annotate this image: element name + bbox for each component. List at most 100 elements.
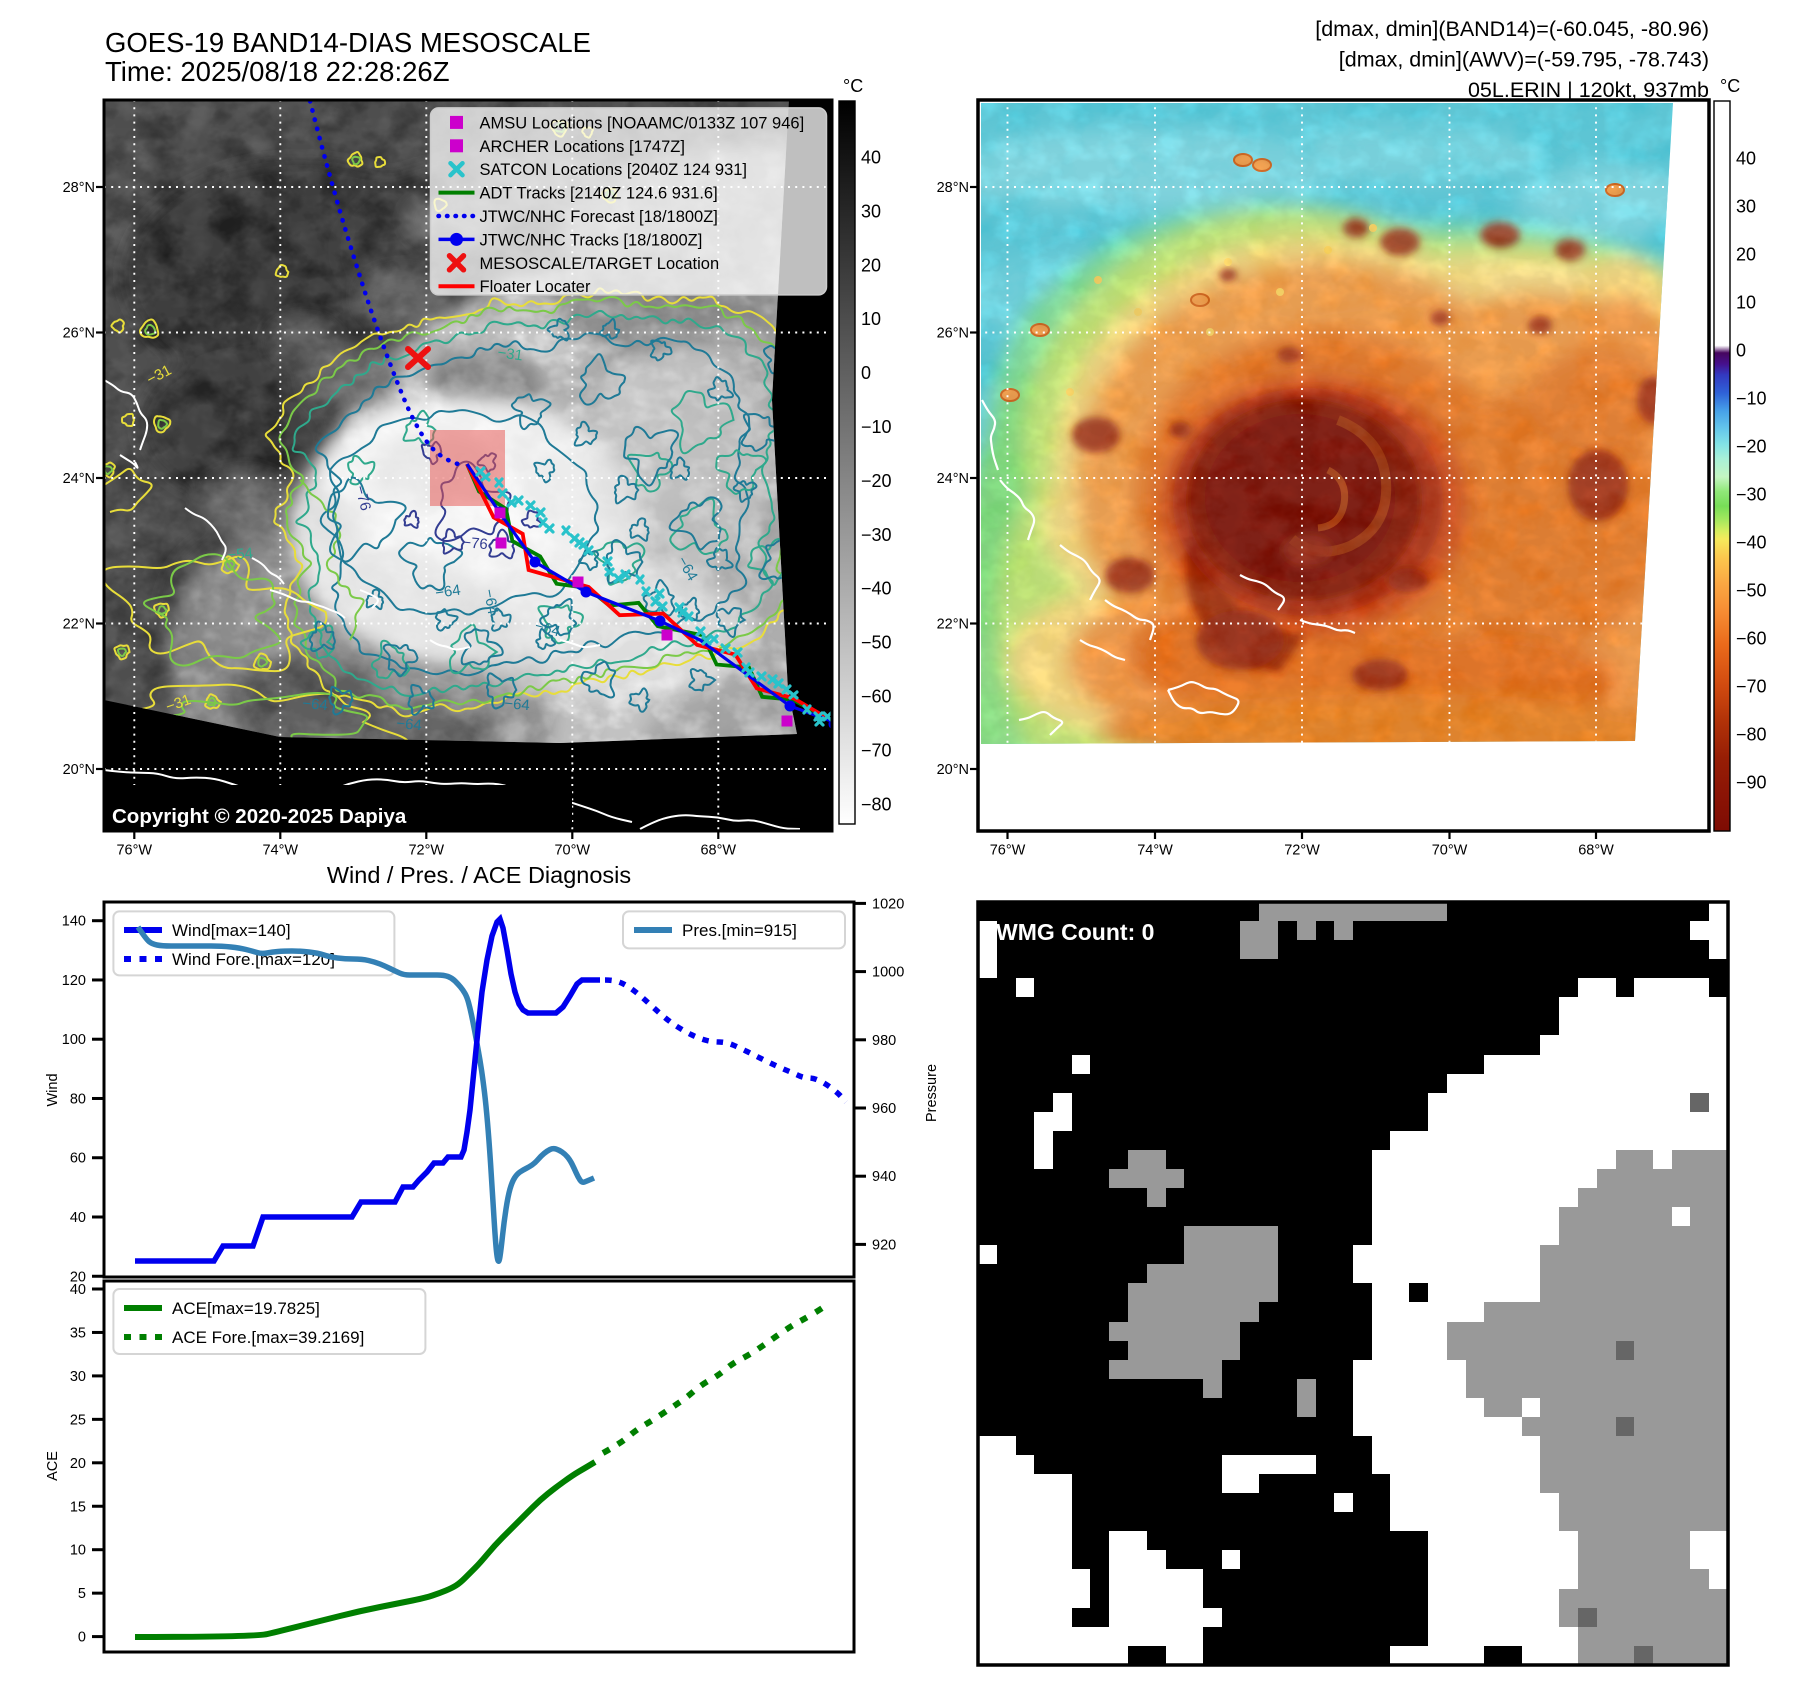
svg-text:−40: −40 xyxy=(861,579,892,599)
svg-text:−20: −20 xyxy=(861,471,892,491)
svg-text:−76: −76 xyxy=(462,534,489,553)
svg-text:−80: −80 xyxy=(1736,725,1767,745)
svg-text:−64: −64 xyxy=(302,695,329,714)
svg-text:−20: −20 xyxy=(1736,437,1767,457)
svg-text:−64: −64 xyxy=(480,588,501,616)
svg-text:20°N: 20°N xyxy=(63,762,95,778)
svg-text:0: 0 xyxy=(861,363,871,383)
svg-text:°C: °C xyxy=(843,76,863,96)
svg-text:10: 10 xyxy=(70,1543,86,1559)
svg-text:24°N: 24°N xyxy=(937,471,969,487)
svg-text:74°W: 74°W xyxy=(262,843,298,859)
svg-text:Pressure: Pressure xyxy=(924,1064,940,1122)
svg-text:−54: −54 xyxy=(227,545,254,564)
svg-text:120: 120 xyxy=(62,973,86,989)
svg-text:40: 40 xyxy=(70,1210,86,1226)
svg-text:30: 30 xyxy=(1736,197,1756,217)
svg-text:ACE[max=19.7825]: ACE[max=19.7825] xyxy=(172,1299,320,1318)
svg-text:980: 980 xyxy=(872,1033,896,1049)
svg-text:−80: −80 xyxy=(861,794,892,814)
svg-text:SATCON Locations [2040Z 124 93: SATCON Locations [2040Z 124 931] xyxy=(480,161,748,179)
svg-text:−70: −70 xyxy=(861,740,892,760)
svg-text:60: 60 xyxy=(70,1151,86,1167)
svg-text:22°N: 22°N xyxy=(937,617,969,633)
svg-text:30: 30 xyxy=(70,1369,86,1385)
svg-text:40: 40 xyxy=(861,148,881,168)
svg-text:−60: −60 xyxy=(1736,629,1767,649)
svg-text:20: 20 xyxy=(861,255,881,275)
svg-text:ADT Tracks [2140Z 124.6 931.6]: ADT Tracks [2140Z 124.6 931.6] xyxy=(480,185,718,203)
svg-text:80: 80 xyxy=(70,1091,86,1107)
svg-text:−10: −10 xyxy=(1736,389,1767,409)
svg-text:100: 100 xyxy=(62,1032,86,1048)
svg-text:−64: −64 xyxy=(533,617,562,640)
svg-text:−90: −90 xyxy=(1736,773,1767,793)
svg-text:−50: −50 xyxy=(861,633,892,653)
svg-text:−30: −30 xyxy=(1736,485,1767,505)
svg-text:−70: −70 xyxy=(1736,677,1767,697)
svg-text:−10: −10 xyxy=(861,417,892,437)
svg-text:25: 25 xyxy=(70,1412,86,1428)
svg-text:−40: −40 xyxy=(1736,533,1767,553)
svg-text:20: 20 xyxy=(70,1269,86,1285)
svg-text:[dmax, dmin](BAND14)=(-60.045,: [dmax, dmin](BAND14)=(-60.045, -80.96) xyxy=(1315,17,1709,41)
svg-text:1020: 1020 xyxy=(872,896,904,912)
svg-text:70°W: 70°W xyxy=(1432,843,1468,859)
svg-text:−76: −76 xyxy=(351,484,374,513)
svg-text:940: 940 xyxy=(872,1169,896,1185)
svg-text:ACE Fore.[max=39.2169]: ACE Fore.[max=39.2169] xyxy=(172,1328,364,1347)
svg-text:70°W: 70°W xyxy=(554,843,590,859)
svg-text:−30: −30 xyxy=(861,525,892,545)
svg-text:28°N: 28°N xyxy=(937,180,969,196)
svg-text:Floater Locater: Floater Locater xyxy=(480,278,591,296)
svg-text:MESOSCALE/TARGET Location: MESOSCALE/TARGET Location xyxy=(480,255,720,273)
svg-text:ARCHER Locations [1747Z]: ARCHER Locations [1747Z] xyxy=(480,138,685,156)
svg-text:920: 920 xyxy=(872,1237,896,1253)
svg-text:5: 5 xyxy=(78,1586,86,1602)
svg-text:26°N: 26°N xyxy=(63,326,95,342)
svg-text:°C: °C xyxy=(1720,76,1740,96)
svg-text:WMG Count: 0: WMG Count: 0 xyxy=(996,919,1154,945)
svg-text:28°N: 28°N xyxy=(63,180,95,196)
svg-text:0: 0 xyxy=(1736,341,1746,361)
svg-text:68°W: 68°W xyxy=(1578,843,1614,859)
svg-text:Time: 2025/08/18 22:28:26Z: Time: 2025/08/18 22:28:26Z xyxy=(105,56,450,87)
svg-text:−64: −64 xyxy=(434,582,462,602)
svg-text:26°N: 26°N xyxy=(937,326,969,342)
svg-text:[dmax, dmin](AWV)=(-59.795, -7: [dmax, dmin](AWV)=(-59.795, -78.743) xyxy=(1339,48,1709,72)
svg-text:30: 30 xyxy=(861,201,881,221)
svg-text:140: 140 xyxy=(62,914,86,930)
svg-text:−50: −50 xyxy=(1736,581,1767,601)
svg-text:10: 10 xyxy=(861,309,881,329)
svg-text:24°N: 24°N xyxy=(63,471,95,487)
svg-text:AMSU Locations [NOAAMC/0133Z 1: AMSU Locations [NOAAMC/0133Z 107 946] xyxy=(480,114,805,132)
svg-text:20: 20 xyxy=(70,1456,86,1472)
svg-text:JTWC/NHC Tracks [18/1800Z]: JTWC/NHC Tracks [18/1800Z] xyxy=(480,231,703,249)
svg-text:Wind Fore.[max=120]: Wind Fore.[max=120] xyxy=(172,950,335,969)
svg-text:40: 40 xyxy=(1736,149,1756,169)
svg-text:Copyright © 2020-2025 Dapiya: Copyright © 2020-2025 Dapiya xyxy=(112,805,407,828)
svg-text:35: 35 xyxy=(70,1325,86,1341)
svg-text:−60: −60 xyxy=(861,687,892,707)
svg-text:−64: −64 xyxy=(396,715,423,734)
svg-text:Wind / Pres. / ACE Diagnosis: Wind / Pres. / ACE Diagnosis xyxy=(327,862,631,888)
svg-text:22°N: 22°N xyxy=(63,617,95,633)
svg-text:GOES-19 BAND14-DIAS MESOSCALE: GOES-19 BAND14-DIAS MESOSCALE xyxy=(105,27,591,58)
svg-text:960: 960 xyxy=(872,1101,896,1117)
svg-text:72°W: 72°W xyxy=(408,843,444,859)
svg-text:−64: −64 xyxy=(504,695,531,714)
svg-text:68°W: 68°W xyxy=(700,843,736,859)
svg-text:76°W: 76°W xyxy=(116,843,152,859)
svg-text:15: 15 xyxy=(70,1499,86,1515)
svg-text:−31: −31 xyxy=(496,344,524,364)
svg-text:20°N: 20°N xyxy=(937,762,969,778)
svg-text:Wind[max=140]: Wind[max=140] xyxy=(172,921,291,940)
svg-text:10: 10 xyxy=(1736,293,1756,313)
svg-text:72°W: 72°W xyxy=(1284,843,1320,859)
svg-text:05L.ERIN | 120kt, 937mb: 05L.ERIN | 120kt, 937mb xyxy=(1468,78,1709,102)
svg-text:Wind: Wind xyxy=(45,1073,61,1106)
svg-text:0: 0 xyxy=(78,1630,86,1646)
svg-text:20: 20 xyxy=(1736,245,1756,265)
svg-text:Pres.[min=915]: Pres.[min=915] xyxy=(682,921,797,940)
svg-text:40: 40 xyxy=(70,1282,86,1298)
